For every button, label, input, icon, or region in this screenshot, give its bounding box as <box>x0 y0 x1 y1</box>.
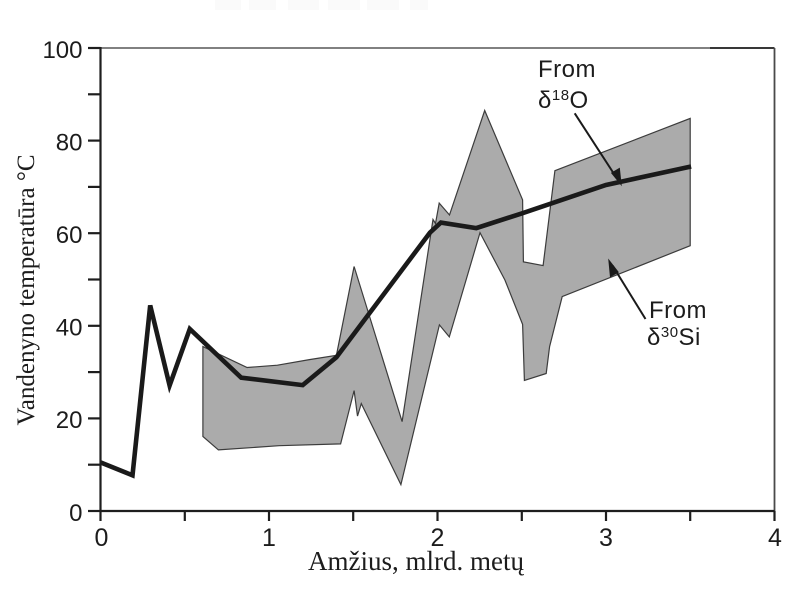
svg-text:40: 40 <box>56 315 83 342</box>
svg-text:60: 60 <box>56 222 83 249</box>
svg-text:Vandenyno temperatūra °C: Vandenyno temperatūra °C <box>13 154 40 425</box>
svg-text:From: From <box>649 297 707 324</box>
svg-text:3: 3 <box>599 524 613 552</box>
svg-text:80: 80 <box>56 129 83 156</box>
svg-text:100: 100 <box>42 37 82 64</box>
svg-text:0: 0 <box>95 524 109 552</box>
svg-text:4: 4 <box>768 524 782 552</box>
svg-text:0: 0 <box>69 500 82 527</box>
svg-text:From: From <box>538 56 596 83</box>
svg-text:20: 20 <box>56 407 83 434</box>
svg-text:1: 1 <box>262 524 276 552</box>
svg-text:2: 2 <box>431 524 445 552</box>
svg-text:Amžius, mlrd. metų: Amžius, mlrd. metų <box>308 546 524 576</box>
